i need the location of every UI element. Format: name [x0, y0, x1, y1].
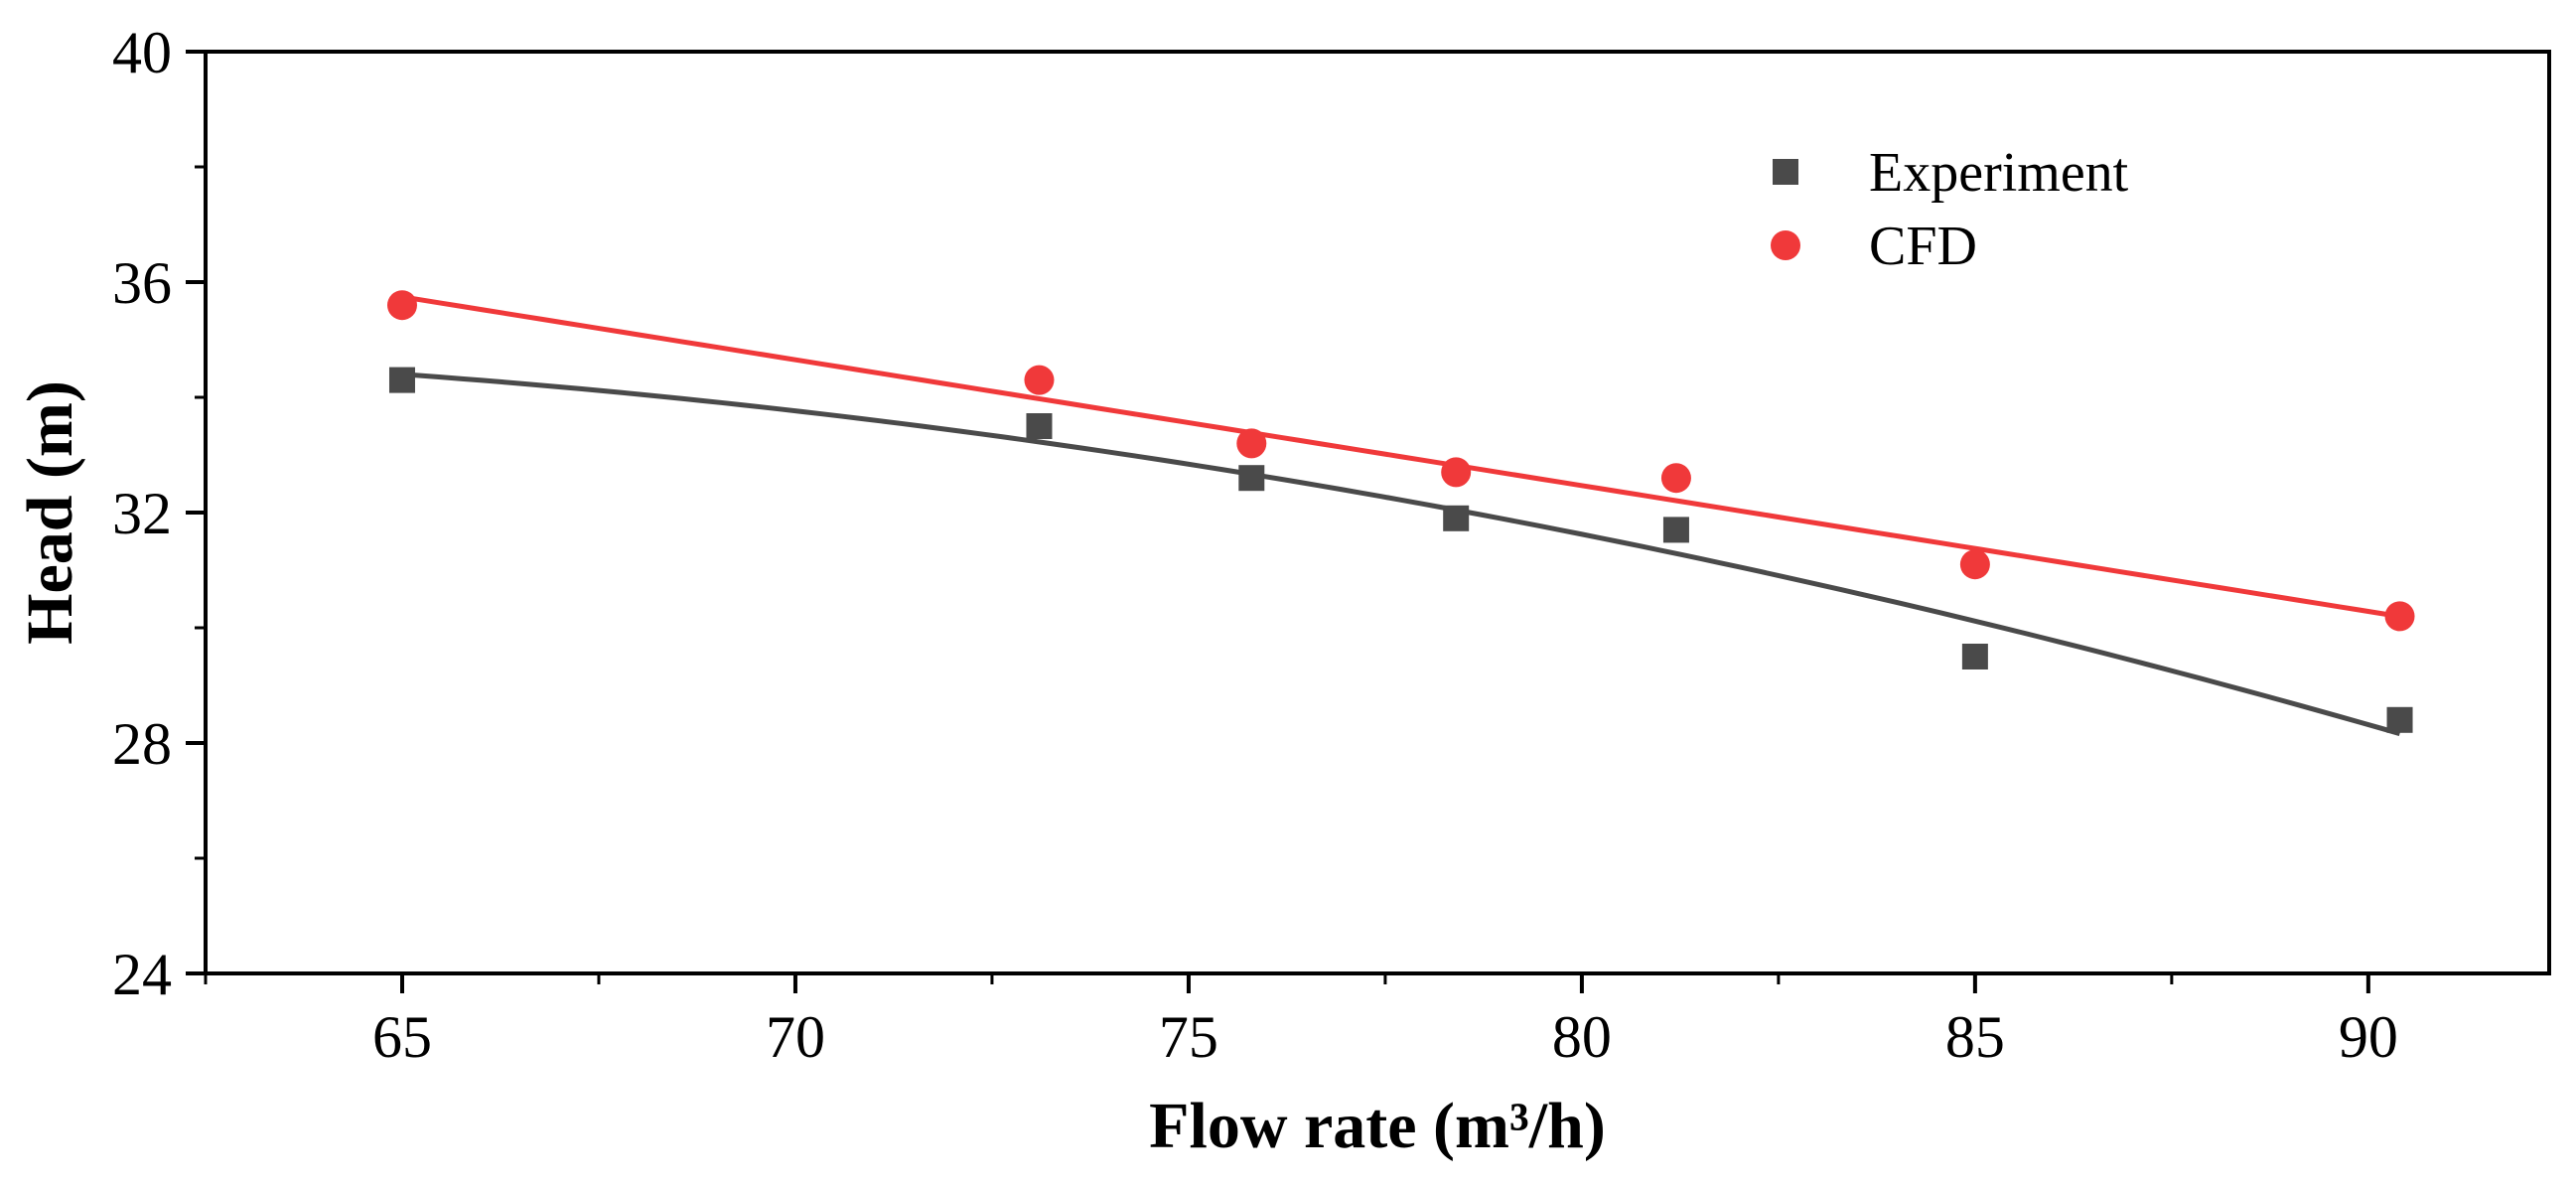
x-tick-label: 70 — [766, 1004, 825, 1070]
tick-labels: 65 70 75 80 85 90 24 28 32 36 40 — [112, 20, 2398, 1070]
y-tick-label: 32 — [112, 481, 172, 546]
x-axis-title: Flow rate (m³/h) — [1149, 1090, 1606, 1162]
legend-label-experiment: Experiment — [1869, 142, 2129, 204]
y-axis-title: Head (m) — [14, 380, 86, 645]
experiment-fit-line — [401, 372, 2401, 737]
experiment-point — [1961, 644, 1988, 669]
cfd-point — [1024, 365, 1055, 395]
cfd-point — [1959, 549, 1990, 580]
x-tick-label: 90 — [2339, 1004, 2398, 1070]
y-tick-label: 40 — [112, 20, 172, 85]
data-points — [386, 290, 2415, 733]
fit-lines — [401, 294, 2401, 737]
cfd-point — [1441, 457, 1472, 488]
x-tick-label: 75 — [1159, 1004, 1218, 1070]
plot-frame — [204, 50, 2551, 975]
experiment-point — [1443, 505, 1470, 531]
cfd-point — [386, 290, 417, 321]
axis-ticks — [186, 50, 2370, 993]
y-tick-label: 24 — [112, 942, 172, 1007]
cfd-point — [1660, 463, 1691, 494]
cfd-point — [2384, 601, 2415, 632]
y-tick-label: 36 — [112, 250, 172, 316]
legend-marker-cfd — [1771, 230, 1800, 260]
legend: Experiment CFD — [1771, 142, 2129, 277]
y-tick-label: 28 — [112, 711, 172, 777]
x-tick-label: 80 — [1552, 1004, 1612, 1070]
legend-marker-experiment — [1773, 159, 1798, 185]
cfd-point — [1236, 428, 1267, 459]
experiment-point — [2386, 706, 2413, 733]
x-tick-label: 85 — [1945, 1004, 2005, 1070]
x-tick-label: 65 — [372, 1004, 432, 1070]
cfd-fit-line — [401, 294, 2400, 620]
legend-label-cfd: CFD — [1869, 216, 1977, 277]
experiment-point — [1662, 517, 1689, 543]
experiment-point — [1026, 413, 1053, 439]
experiment-point — [1238, 465, 1265, 492]
experiment-point — [388, 367, 415, 393]
